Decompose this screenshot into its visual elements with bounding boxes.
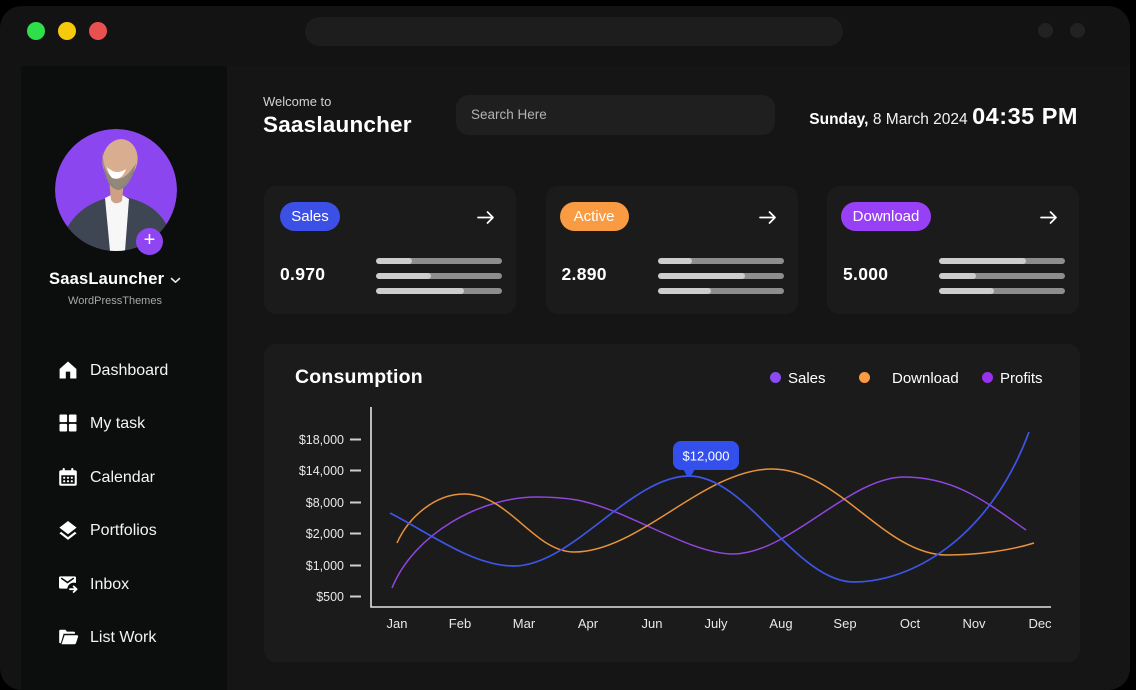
svg-text:$8,000: $8,000	[306, 496, 344, 510]
svg-text:Dec: Dec	[1028, 616, 1052, 631]
svg-text:$12,000: $12,000	[683, 449, 730, 464]
svg-text:$18,000: $18,000	[299, 433, 344, 447]
svg-text:Apr: Apr	[578, 616, 599, 631]
svg-text:Sep: Sep	[833, 616, 856, 631]
svg-text:Feb: Feb	[449, 616, 471, 631]
svg-text:Nov: Nov	[962, 616, 986, 631]
svg-text:$1,000: $1,000	[306, 559, 344, 573]
svg-text:Jun: Jun	[642, 616, 663, 631]
svg-text:July: July	[704, 616, 728, 631]
svg-text:$2,000: $2,000	[306, 527, 344, 541]
svg-text:Aug: Aug	[769, 616, 792, 631]
svg-text:$14,000: $14,000	[299, 464, 344, 478]
svg-text:Mar: Mar	[513, 616, 536, 631]
svg-text:Oct: Oct	[900, 616, 921, 631]
svg-text:$500: $500	[316, 590, 344, 604]
svg-text:Jan: Jan	[387, 616, 408, 631]
